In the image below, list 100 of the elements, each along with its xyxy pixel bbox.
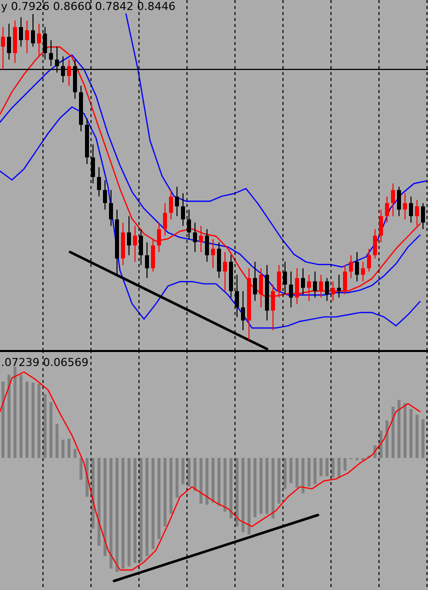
bar bbox=[266, 458, 268, 514]
candlestick bbox=[49, 40, 53, 67]
bar bbox=[140, 458, 142, 562]
bar bbox=[284, 458, 286, 489]
bar bbox=[182, 458, 184, 484]
candlestick bbox=[199, 225, 203, 252]
candlestick bbox=[91, 144, 95, 184]
bar bbox=[80, 458, 82, 480]
candlestick bbox=[349, 254, 353, 279]
bar bbox=[194, 458, 196, 492]
candlestick bbox=[193, 222, 197, 252]
bar bbox=[392, 406, 394, 458]
bar bbox=[50, 402, 52, 458]
candlestick bbox=[403, 192, 407, 220]
bar bbox=[398, 400, 400, 458]
candlestick bbox=[19, 16, 23, 48]
bar bbox=[38, 384, 40, 458]
bar bbox=[14, 366, 16, 458]
bar bbox=[200, 458, 202, 504]
candlestick bbox=[355, 251, 359, 282]
candlestick bbox=[313, 271, 317, 298]
bar bbox=[56, 424, 58, 458]
bar bbox=[2, 382, 4, 458]
candlestick bbox=[169, 190, 173, 220]
bar bbox=[8, 374, 10, 458]
candlestick bbox=[145, 242, 149, 279]
candlestick bbox=[151, 238, 155, 272]
candlestick bbox=[187, 209, 191, 240]
candlestick bbox=[373, 228, 377, 259]
bar bbox=[320, 458, 322, 476]
candlestick bbox=[385, 196, 389, 224]
candlestick bbox=[289, 271, 293, 308]
bar bbox=[224, 458, 226, 512]
bar bbox=[116, 458, 118, 572]
candlestick bbox=[103, 180, 107, 210]
text: y 0.7926 0.8660 0.7842 0.8446 bbox=[1, 0, 176, 13]
candlestick bbox=[157, 222, 161, 252]
candlestick bbox=[223, 251, 227, 292]
bar bbox=[302, 458, 304, 494]
bar bbox=[218, 458, 220, 506]
candlestick bbox=[139, 228, 143, 266]
bar bbox=[26, 382, 28, 458]
bar bbox=[254, 458, 256, 518]
bar bbox=[146, 458, 148, 556]
bar bbox=[128, 458, 130, 566]
bar bbox=[152, 458, 154, 550]
bar bbox=[296, 458, 298, 488]
bar bbox=[272, 458, 274, 518]
bar bbox=[164, 458, 166, 526]
bar bbox=[122, 458, 124, 569]
bar bbox=[68, 438, 70, 458]
candlestick bbox=[175, 186, 179, 217]
bar bbox=[98, 458, 100, 546]
bar bbox=[212, 458, 214, 502]
candlestick bbox=[391, 183, 395, 217]
bar bbox=[422, 419, 424, 458]
annotation: .07239 0.06569 bbox=[1, 356, 88, 369]
bar bbox=[236, 458, 238, 526]
bar bbox=[92, 458, 94, 529]
bar bbox=[20, 374, 22, 458]
candlestick bbox=[25, 20, 29, 54]
candlestick bbox=[301, 268, 305, 295]
candlestick bbox=[253, 261, 257, 302]
candlestick bbox=[109, 190, 113, 226]
bar bbox=[158, 458, 160, 539]
bar bbox=[242, 458, 244, 532]
bar bbox=[74, 448, 76, 458]
candlestick bbox=[31, 14, 35, 48]
bar bbox=[110, 458, 112, 569]
bar bbox=[308, 458, 310, 486]
candlestick bbox=[217, 242, 221, 279]
bar bbox=[44, 394, 46, 458]
bar bbox=[416, 414, 418, 458]
bar bbox=[386, 420, 388, 458]
bar bbox=[248, 458, 250, 534]
candlestick bbox=[205, 228, 209, 262]
bar bbox=[338, 458, 340, 478]
candlestick bbox=[379, 209, 383, 243]
candlestick bbox=[163, 202, 167, 236]
bar bbox=[314, 458, 316, 484]
bar bbox=[188, 458, 190, 486]
bar bbox=[332, 458, 334, 478]
candlestick bbox=[361, 261, 365, 282]
candlestick bbox=[181, 192, 185, 226]
candlestick bbox=[43, 26, 47, 60]
bar bbox=[260, 458, 262, 514]
bar bbox=[104, 458, 106, 556]
candlestick bbox=[67, 59, 71, 86]
bar bbox=[410, 408, 412, 458]
bar bbox=[206, 458, 208, 505]
bar bbox=[134, 458, 136, 563]
candlestick bbox=[283, 261, 287, 295]
candlestick bbox=[409, 196, 413, 224]
bar bbox=[32, 382, 34, 458]
bar bbox=[176, 458, 178, 498]
candlestick bbox=[397, 186, 401, 217]
bar bbox=[404, 403, 406, 458]
candlestick bbox=[241, 290, 245, 331]
candlestick bbox=[127, 216, 131, 256]
bar bbox=[170, 458, 172, 514]
